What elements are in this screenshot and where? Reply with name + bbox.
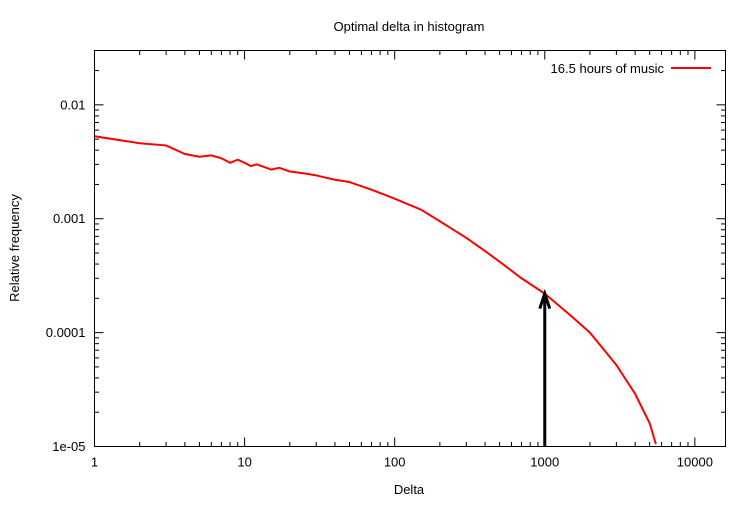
y-tick-label: 1e-05 xyxy=(52,439,85,454)
legend: 16.5 hours of music xyxy=(551,61,711,76)
x-tick-label: 1 xyxy=(91,455,98,470)
chart-title: Optimal delta in histogram xyxy=(333,19,484,34)
x-tick-label: 1000 xyxy=(530,455,559,470)
y-axis-label: Relative frequency xyxy=(7,194,22,302)
x-tick-label: 10 xyxy=(237,455,251,470)
x-tick-label: 10000 xyxy=(677,455,713,470)
y-tick-label: 0.01 xyxy=(60,97,85,112)
y-tick-label: 0.001 xyxy=(53,211,86,226)
y-axis-ticks: 0.01 0.001 0.0001 1e-05 xyxy=(46,50,726,454)
x-tick-label: 100 xyxy=(384,455,406,470)
plot-frame xyxy=(94,50,726,447)
legend-label: 16.5 hours of music xyxy=(551,61,665,76)
y-tick-label: 0.0001 xyxy=(46,325,86,340)
x-axis-label: Delta xyxy=(394,482,425,497)
annotation-layer xyxy=(538,288,552,447)
series-line xyxy=(94,135,657,445)
x-axis-ticks: 1 10 100 1000 10000 xyxy=(91,50,713,470)
series-layer xyxy=(94,135,657,445)
arrow-head xyxy=(538,288,552,310)
